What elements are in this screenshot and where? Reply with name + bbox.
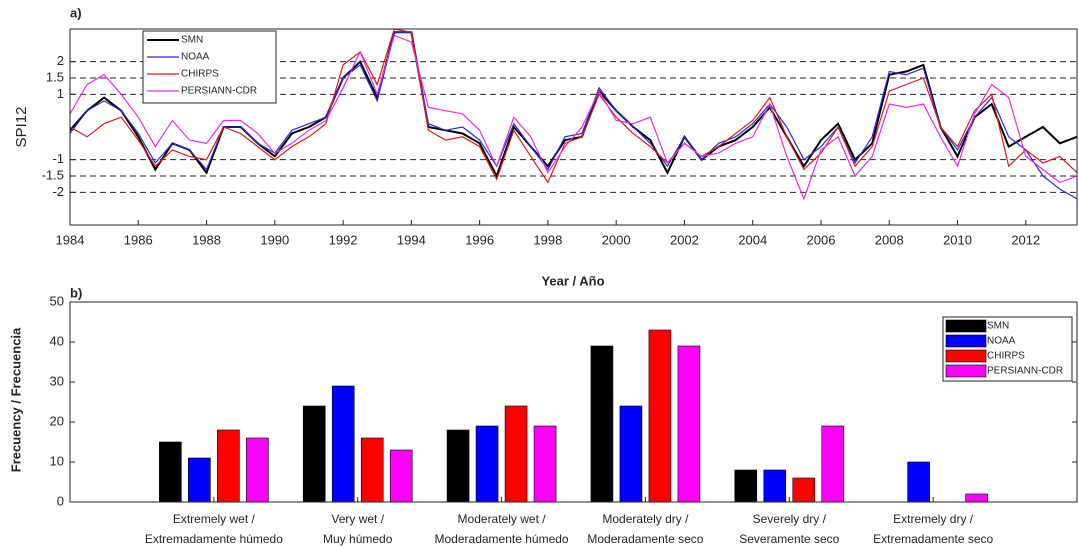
x-tick-label: Moderately dry / xyxy=(602,512,689,526)
x-tick-label: 1988 xyxy=(192,232,221,247)
legend-label: NOAA xyxy=(181,52,210,63)
legend-label: CHIRPS xyxy=(987,351,1025,362)
y-tick-label: -1.5 xyxy=(42,167,64,182)
y-tick-label: 20 xyxy=(50,413,64,428)
y-tick-label: 1.5 xyxy=(46,69,64,84)
x-tick-label: Severamente seco xyxy=(739,532,839,546)
y-axis-label: SPI12 xyxy=(13,107,30,148)
bar xyxy=(302,405,326,503)
y-tick-label: -2 xyxy=(52,184,64,199)
bar xyxy=(648,329,672,503)
x-tick-label: Moderately wet / xyxy=(458,512,547,526)
bar xyxy=(965,493,988,503)
bar xyxy=(677,345,701,503)
x-tick-label: 1984 xyxy=(56,232,85,247)
y-tick-label: 10 xyxy=(50,453,64,468)
x-tick-label: Muy húmedo xyxy=(323,532,393,546)
bar xyxy=(159,441,182,503)
x-tick-label: 2002 xyxy=(670,232,699,247)
legend-label: NOAA xyxy=(987,336,1016,347)
legend-label: SMN xyxy=(181,35,203,46)
x-tick-label: Moderadamente seco xyxy=(587,532,703,546)
x-tick-label: 1996 xyxy=(465,232,494,247)
bar xyxy=(475,425,499,503)
x-tick-label: 2000 xyxy=(602,232,631,247)
legend-label: CHIRPS xyxy=(181,69,219,80)
x-tick-label: 2012 xyxy=(1011,232,1040,247)
x-tick-label: 1992 xyxy=(329,232,358,247)
bar xyxy=(619,405,643,503)
x-tick-label: Very wet / xyxy=(331,512,384,526)
x-tick-label: 2006 xyxy=(807,232,836,247)
x-tick-label: 1994 xyxy=(397,232,426,247)
bar xyxy=(792,477,816,503)
series-line xyxy=(69,31,1078,200)
legend-swatch xyxy=(945,319,987,333)
y-tick-label: 40 xyxy=(50,333,64,348)
y-tick-label: 0 xyxy=(57,493,64,508)
x-tick-label: 2010 xyxy=(943,232,972,247)
panel-label: a) xyxy=(70,5,82,20)
bar xyxy=(907,461,930,503)
x-tick-label: Extremely wet / xyxy=(173,512,256,526)
bar xyxy=(504,405,528,503)
x-tick-label: 2008 xyxy=(875,232,904,247)
bar xyxy=(590,345,614,503)
y-axis-label: Frecuency / Frecuencia xyxy=(8,327,23,472)
bar xyxy=(763,469,787,503)
bar xyxy=(246,437,269,503)
bar xyxy=(217,429,240,503)
x-tick-label: Extremely dry / xyxy=(893,512,974,526)
bar xyxy=(188,457,211,503)
x-tick-label: 2004 xyxy=(738,232,767,247)
x-tick-label: Moderadamente húmedo xyxy=(435,532,569,546)
bar xyxy=(821,425,845,503)
plot-frame xyxy=(69,28,1078,226)
legend-label: SMN xyxy=(987,321,1009,332)
plot-frame xyxy=(69,301,1078,503)
bar xyxy=(389,449,413,503)
series-line xyxy=(69,34,1078,201)
series-line xyxy=(69,28,1078,184)
y-tick-label: 2 xyxy=(57,53,64,68)
legend-swatch xyxy=(945,334,987,348)
bar xyxy=(446,429,470,503)
x-tick-label: Severely dry / xyxy=(753,512,827,526)
y-tick-label: 1 xyxy=(57,86,64,101)
legend-label: PERSIANN-CDR xyxy=(987,366,1063,377)
y-tick-label: 30 xyxy=(50,373,64,388)
legend-label: PERSIANN-CDR xyxy=(181,86,257,97)
panel-label: b) xyxy=(70,285,82,300)
y-tick-label: 50 xyxy=(50,293,64,308)
bar xyxy=(533,425,557,503)
bar xyxy=(360,437,384,503)
legend-swatch xyxy=(945,349,987,363)
bar xyxy=(331,385,355,503)
legend-swatch xyxy=(945,364,987,378)
x-tick-label: Extremadamente húmedo xyxy=(145,532,283,546)
x-tick-label: 1990 xyxy=(260,232,289,247)
x-tick-label: Extremadamente seco xyxy=(873,532,993,546)
bar xyxy=(734,469,758,503)
x-axis-label: Year / Año xyxy=(541,273,604,288)
y-tick-label: -1 xyxy=(52,151,64,166)
x-tick-label: 1986 xyxy=(124,232,153,247)
x-tick-label: 1998 xyxy=(533,232,562,247)
